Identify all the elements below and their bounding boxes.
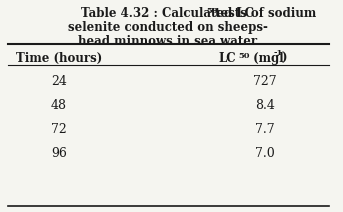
Text: 8.4: 8.4 bbox=[255, 99, 275, 112]
Text: 72: 72 bbox=[51, 123, 67, 136]
Text: 727: 727 bbox=[253, 75, 277, 88]
Text: ): ) bbox=[281, 52, 286, 65]
Text: 48: 48 bbox=[51, 99, 67, 112]
Text: Time (hours): Time (hours) bbox=[16, 52, 102, 65]
Text: selenite conducted on sheeps-: selenite conducted on sheeps- bbox=[68, 21, 268, 34]
Text: 50: 50 bbox=[206, 7, 218, 15]
Text: 96: 96 bbox=[51, 147, 67, 160]
Text: 7.0: 7.0 bbox=[255, 147, 275, 160]
Text: head minnows in sea water: head minnows in sea water bbox=[79, 35, 258, 48]
Text: -1: -1 bbox=[273, 49, 283, 57]
Text: 7.7: 7.7 bbox=[256, 123, 275, 136]
Text: 24: 24 bbox=[51, 75, 67, 88]
Text: tests of sodium: tests of sodium bbox=[211, 7, 317, 20]
Text: Table 4.32 : Calculated LC: Table 4.32 : Calculated LC bbox=[82, 7, 255, 20]
Text: 50: 50 bbox=[239, 52, 250, 60]
Text: LC: LC bbox=[218, 52, 236, 65]
Text: (mgl: (mgl bbox=[249, 52, 283, 65]
